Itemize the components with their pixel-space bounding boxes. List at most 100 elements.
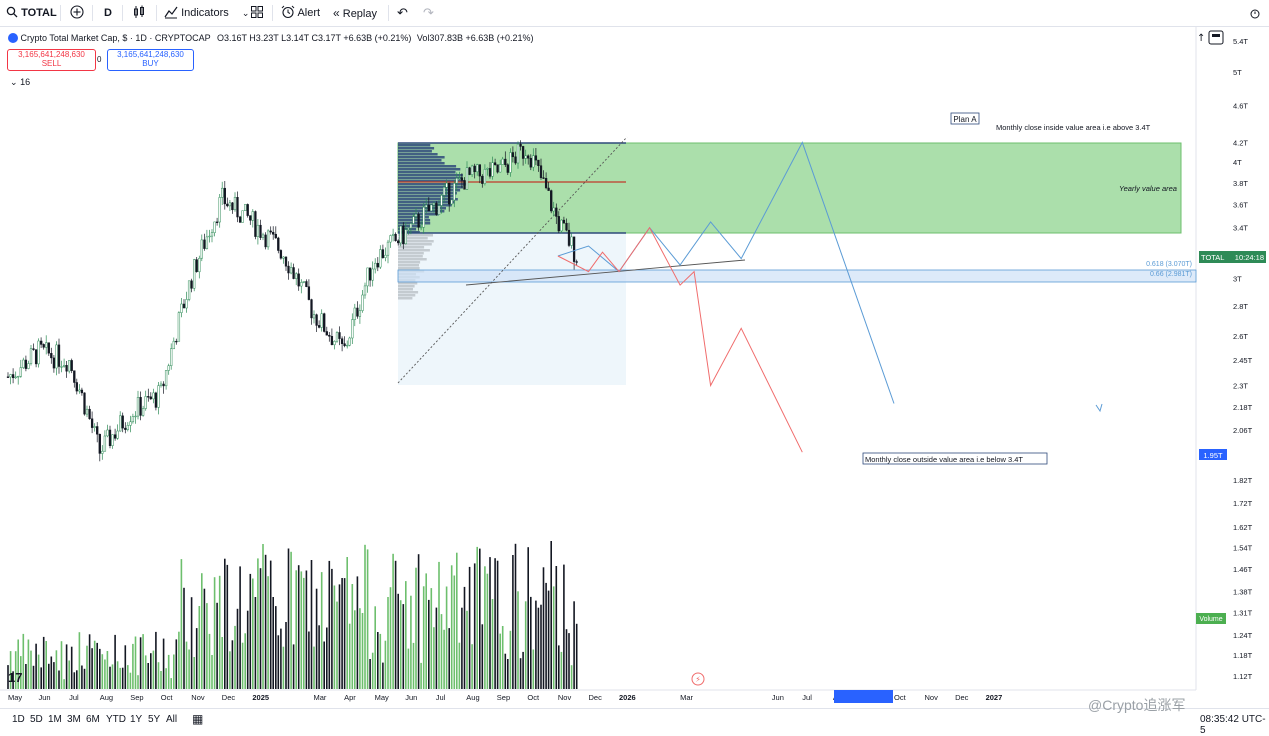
plan-b-path[interactable] (557, 226, 803, 453)
volume-bar (512, 555, 514, 689)
candle (542, 170, 545, 179)
profile-bar (398, 228, 417, 231)
profile-bar (398, 165, 457, 168)
arrow-up-icon[interactable]: ↑ (1197, 33, 1205, 44)
fib-diagonal-line[interactable] (397, 136, 628, 384)
candle (295, 272, 298, 286)
candle (368, 267, 372, 287)
candle (274, 226, 277, 239)
volume-bar (445, 586, 448, 689)
plan-b-note-box[interactable] (862, 452, 1048, 465)
interval-button[interactable]: D (104, 7, 112, 19)
volume-bar (275, 606, 277, 689)
candle (455, 172, 458, 191)
volume-bar (563, 564, 565, 689)
lightning-icon[interactable] (691, 672, 705, 686)
sell-button[interactable]: 3,165,641,248,630 SELL (7, 49, 96, 71)
buy-button[interactable]: 3,165,641,248,630 BUY (107, 49, 194, 71)
price-axis[interactable]: 5.4T 5T 4.6T 4.2T 4T 3.8T 3.6T 3.4T 3T 2.8T 2.6T 2.… (1233, 37, 1253, 681)
replay-label: Replay (342, 8, 377, 20)
candle (312, 310, 316, 324)
volume-bar (221, 637, 223, 689)
volume-bar (234, 625, 236, 689)
volume-bar (262, 544, 264, 689)
volume-bar (486, 573, 489, 689)
range-5y[interactable]: 5Y (148, 714, 161, 725)
profile-bar (398, 153, 438, 156)
clock-readout[interactable]: 08:35:42 UTC-5 (1200, 714, 1266, 736)
range-3m[interactable]: 3M (67, 714, 81, 725)
layouts-button[interactable] (250, 4, 264, 22)
volume-bar (537, 607, 540, 689)
candle (351, 313, 354, 344)
volume-bar (224, 558, 226, 689)
symbol-name: TOTAL (21, 7, 57, 19)
range-ytd[interactable]: YTD (106, 714, 126, 725)
candle (279, 249, 283, 260)
fullscreen-button[interactable] (1250, 7, 1260, 25)
range-1m[interactable]: 1M (48, 714, 62, 725)
volume-bar (504, 653, 507, 689)
calendar-icon[interactable]: ▦ (192, 712, 204, 726)
candle (463, 177, 466, 190)
candle (52, 355, 56, 373)
volume-bar (68, 660, 70, 689)
maximize-pane-icon[interactable] (1208, 30, 1224, 45)
profile-bar (398, 264, 419, 267)
tradingview-logo[interactable]: 17 (8, 670, 22, 685)
price-tick-label: 4.6T (1233, 102, 1248, 111)
volume-bar (180, 559, 183, 689)
support-trendline[interactable] (465, 259, 746, 286)
volume-bar (476, 546, 478, 689)
volume-bar (305, 570, 308, 689)
volume-bar (249, 573, 252, 689)
volume-bar (193, 657, 195, 689)
price-tick-label: 3.8T (1233, 179, 1248, 188)
volume-bar (517, 591, 519, 689)
candle (221, 181, 224, 205)
candle (154, 391, 158, 411)
candle (289, 262, 293, 275)
range-5d[interactable]: 5D (30, 714, 43, 725)
price-chart[interactable]: Yearly value area 0.618 (3.070T) 0.66 (2… (0, 27, 1269, 707)
candle (458, 171, 461, 181)
candle (233, 192, 237, 212)
symbol-search[interactable]: TOTAL (6, 4, 57, 22)
alert-button[interactable]: Alert (281, 4, 320, 22)
volume-bar (407, 648, 410, 689)
plan-a-path[interactable] (557, 141, 895, 404)
volume-bar (519, 658, 522, 689)
redo-icon[interactable]: ↷ (423, 5, 434, 20)
volume-bar (524, 601, 527, 689)
plan-a-label-box[interactable] (950, 112, 980, 125)
range-1y[interactable]: 1Y (130, 714, 143, 725)
indicators-button[interactable]: Indicators ⌄ (164, 4, 249, 22)
volume-bar (139, 637, 142, 689)
undo-icon[interactable]: ↶ (397, 5, 408, 20)
range-6m[interactable]: 6M (86, 714, 100, 725)
volume-bar (282, 646, 285, 689)
time-tick-label: Nov (191, 693, 205, 702)
chart-type-button[interactable] (132, 4, 146, 22)
compare-button[interactable] (70, 4, 84, 22)
range-all[interactable]: All (166, 714, 178, 725)
candle (185, 291, 188, 313)
time-tick-label: Oct (161, 693, 174, 702)
range-1d[interactable]: 1D (12, 714, 25, 725)
indicators-toggle[interactable]: ⌄ 16 (10, 77, 30, 88)
volume-bar (425, 573, 427, 689)
candle (200, 234, 203, 262)
volume-bar (303, 577, 305, 689)
price-tick-label: 5T (1233, 68, 1242, 77)
candle (532, 148, 535, 172)
volume-bar (313, 646, 315, 689)
volume-bar (124, 645, 127, 689)
candle (323, 312, 326, 333)
candle (499, 159, 502, 173)
legend-title[interactable]: Crypto Total Market Cap, $ · 1D · CRYPTO… (20, 33, 211, 43)
candle (381, 244, 385, 259)
profile-bar (398, 291, 419, 294)
price-tick-label: 2.8T (1233, 302, 1248, 311)
replay-button[interactable]: « Replay (333, 4, 377, 22)
volume-bar (463, 586, 466, 689)
